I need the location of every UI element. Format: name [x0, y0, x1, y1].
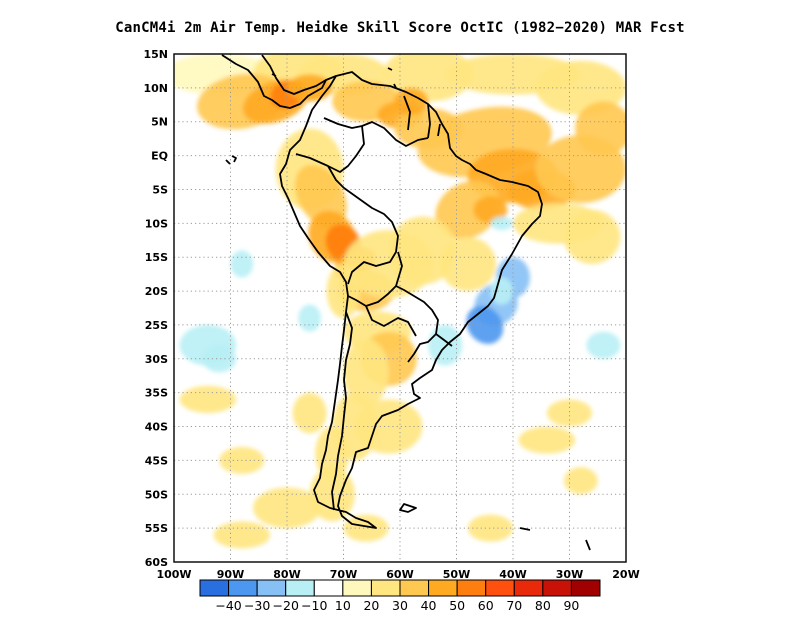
- south-america-coast: [279, 71, 543, 529]
- central-america-caribbean-coast: [261, 54, 327, 95]
- skill-field-patch: [394, 87, 429, 115]
- colorbar: [199, 579, 601, 597]
- skill-field-patch: [518, 426, 576, 454]
- skill-field-patch: [343, 514, 389, 542]
- colorbar-tick-label: 20: [363, 598, 379, 613]
- colorbar-tick-label: 50: [449, 598, 465, 613]
- lon-tick-label: 60W: [386, 568, 413, 581]
- colorbar-tick-label: 70: [506, 598, 522, 613]
- colorbar-tick-label: 40: [421, 598, 437, 613]
- skill-field-patch: [467, 514, 513, 542]
- lat-tick-label: 10N: [143, 82, 168, 95]
- skill-field-patch: [202, 345, 237, 373]
- colorbar-tick-label: 10: [335, 598, 351, 613]
- colorbar-labels: −40 −30 −20 −10 10 20 30 40 50 60 70 80 90: [215, 598, 579, 613]
- graticule: [174, 54, 626, 562]
- colorbar-swatch: [513, 579, 544, 597]
- skill-field: [174, 54, 626, 562]
- longitude-labels: 100W 90W 80W 70W 60W 50W 40W 30W 20W: [156, 568, 639, 581]
- colorbar-swatch: [342, 579, 372, 597]
- lon-tick-label: 70W: [330, 568, 357, 581]
- lat-tick-label: 40S: [145, 421, 168, 434]
- skill-field-patch: [546, 399, 593, 427]
- colorbar-swatch: [456, 579, 487, 597]
- lat-tick-label: 5N: [151, 116, 168, 129]
- skill-field-patch: [343, 338, 389, 407]
- lon-tick-label: 80W: [273, 568, 300, 581]
- skill-field-patch: [439, 236, 497, 292]
- skill-field-patch: [435, 180, 501, 239]
- colorbar-swatch: [228, 579, 258, 597]
- lat-tick-label: 55S: [145, 522, 168, 535]
- colorbar-tick-label: 60: [478, 598, 494, 613]
- skill-field-patch: [213, 521, 271, 549]
- lat-tick-label: 45S: [145, 454, 168, 467]
- colorbar-tick-label: −30: [244, 598, 270, 613]
- small-islands: [225, 67, 591, 551]
- skill-field-patch: [298, 304, 321, 332]
- skill-field-patch: [292, 392, 327, 434]
- skill-field-patch: [179, 385, 237, 413]
- colorbar-swatch: [285, 579, 315, 597]
- colorbar-tick-label: −40: [215, 598, 241, 613]
- lat-tick-label: 10S: [145, 217, 168, 230]
- colorbar-tick-label: 80: [535, 598, 551, 613]
- colorbar-swatch: [428, 579, 458, 597]
- lat-tick-label: 20S: [145, 285, 168, 298]
- lon-tick-label: 20W: [612, 568, 639, 581]
- lon-tick-label: 90W: [217, 568, 244, 581]
- borders-north: [295, 95, 441, 189]
- colorbar-tick-label: −10: [301, 598, 327, 613]
- lat-tick-label: EQ: [151, 150, 168, 163]
- lat-tick-label: 50S: [145, 488, 168, 501]
- skill-field-patch: [575, 101, 626, 156]
- borders-central: [343, 187, 453, 363]
- lat-tick-label: 60S: [145, 556, 168, 569]
- lat-tick-label: 5S: [152, 183, 168, 196]
- skill-field-patch: [428, 324, 463, 366]
- lat-tick-label: 25S: [145, 319, 168, 332]
- colorbar-swatch: [399, 579, 430, 597]
- colorbar-swatch: [570, 579, 601, 597]
- lon-tick-label: 50W: [443, 568, 470, 581]
- lat-tick-label: 15N: [143, 48, 168, 61]
- skill-field-patch: [563, 209, 621, 264]
- colorbar-swatch: [313, 579, 344, 597]
- lat-tick-label: 35S: [145, 387, 168, 400]
- map-title: CanCM4i 2m Air Temp. Heidke Skill Score …: [115, 20, 685, 36]
- colorbar-swatch: [199, 579, 230, 597]
- colorbar-tick-label: 90: [563, 598, 579, 613]
- coastlines-and-borders: [221, 54, 591, 551]
- skill-field-patch: [563, 467, 598, 495]
- lon-tick-label: 30W: [556, 568, 583, 581]
- central-america-coast: [221, 54, 337, 109]
- colorbar-swatch: [542, 579, 572, 597]
- colorbar-swatch: [256, 579, 287, 597]
- lon-tick-label: 40W: [499, 568, 526, 581]
- colorbar-tick-label: −20: [273, 598, 299, 613]
- lat-tick-label: 30S: [145, 353, 168, 366]
- borders-south: [331, 311, 353, 511]
- skill-field-patch: [473, 196, 508, 224]
- colorbar-swatch: [485, 579, 515, 597]
- colorbar-tick-label: 30: [392, 598, 408, 613]
- skill-field-patch: [388, 216, 457, 285]
- lat-tick-label: 15S: [145, 251, 168, 264]
- skill-field-patch: [586, 331, 621, 359]
- skill-field-patch: [230, 250, 254, 278]
- colorbar-swatch: [370, 579, 401, 597]
- plot-frame: [173, 53, 627, 563]
- latitude-labels: 15N 10N 5N EQ 5S 10S 15S 20S 25S 30S 35S 40S 45S 50S 5…: [143, 48, 168, 569]
- lon-tick-label: 100W: [156, 568, 191, 581]
